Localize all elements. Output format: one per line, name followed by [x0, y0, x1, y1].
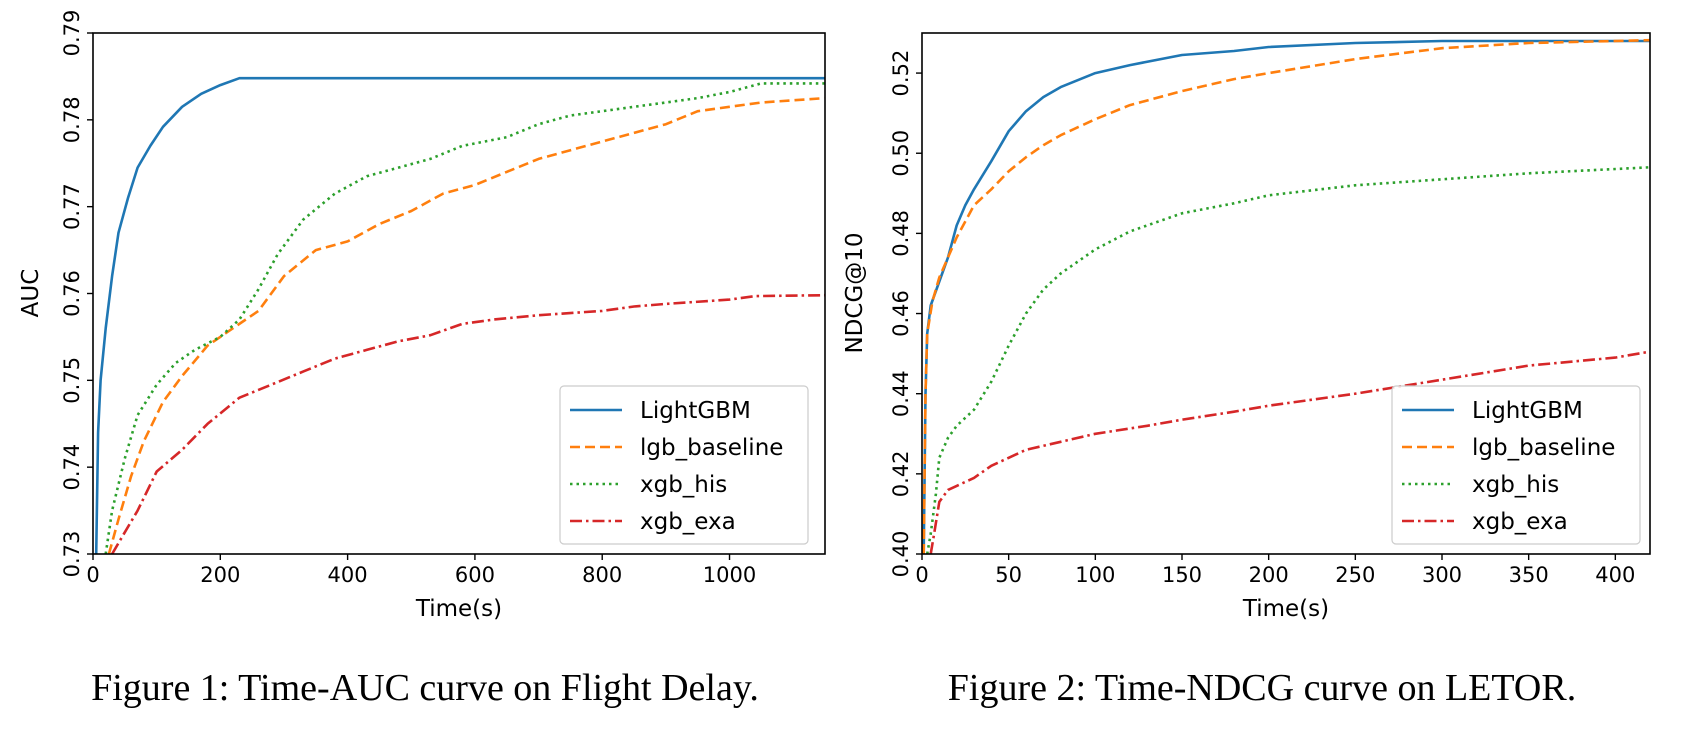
chart1-xlabel: Time(s) — [415, 596, 502, 622]
legend-box — [559, 385, 809, 545]
x-tick-label: 0 — [915, 563, 928, 587]
chart-time-ndcg: 0 50 100 150 200 250 300 350 400 0.40 0.42 0.44 0.46… — [842, 32, 1651, 622]
series-line-lgb-baseline — [922, 38, 1650, 554]
y-tick-label: 0.75 — [60, 357, 84, 404]
legend-label-xgb-his: xgb_his — [640, 472, 727, 498]
y-tick-label: 0.46 — [889, 290, 913, 337]
y-tick-label: 0.44 — [889, 370, 913, 417]
legend-label-lgb-baseline: lgb_baseline — [640, 435, 783, 461]
x-tick-label: 400 — [328, 563, 368, 587]
chart2-xlabel: Time(s) — [1242, 596, 1329, 622]
y-tick-label: 0.48 — [889, 210, 913, 257]
x-tick-label: 400 — [1595, 563, 1635, 587]
chart1-legend: LightGBM lgb_baseline xgb_his xgb_exa — [559, 385, 809, 545]
legend-box — [1391, 385, 1641, 545]
series-line-xgb-exa — [929, 350, 1650, 554]
chart1-plot-area — [94, 76, 825, 554]
x-tick-label: 600 — [455, 563, 495, 587]
x-tick-label: 150 — [1162, 563, 1202, 587]
chart1-ticks: 0 200 400 600 800 1000 0.73 0.74 0.75 0.76 0.77 0.7… — [60, 10, 756, 587]
y-tick-label: 0.74 — [60, 444, 84, 491]
x-tick-label: 350 — [1509, 563, 1549, 587]
y-tick-label: 0.73 — [60, 531, 84, 578]
x-tick-label: 200 — [200, 563, 240, 587]
chart-time-auc: 0 200 400 600 800 1000 0.73 0.74 0.75 0.76 0.77 0.7… — [18, 10, 826, 622]
series-line-lgb-baseline — [107, 96, 825, 554]
chart1-ylabel: AUC — [18, 269, 44, 318]
chart2-legend: LightGBM lgb_baseline xgb_his xgb_exa — [1391, 385, 1641, 545]
y-tick-label: 0.76 — [60, 270, 84, 317]
chart2-plot-area — [922, 38, 1650, 554]
x-tick-label: 50 — [995, 563, 1022, 587]
legend-label-lgb-baseline: lgb_baseline — [1472, 435, 1615, 461]
chart2-ylabel: NDCG@10 — [842, 232, 868, 353]
series-line-xgb-his — [925, 166, 1650, 554]
legend-label-xgb-his: xgb_his — [1472, 472, 1559, 498]
y-tick-label: 0.78 — [60, 96, 84, 143]
chart2-axes-frame — [921, 32, 1651, 555]
figure2-caption: Figure 2: Time-NDCG curve on LETOR. — [948, 667, 1576, 709]
legend-label-xgb-exa: xgb_exa — [1472, 509, 1568, 535]
series-line-LightGBM — [94, 76, 825, 554]
legend-label-LightGBM: LightGBM — [1472, 398, 1583, 424]
x-tick-label: 1000 — [703, 563, 756, 587]
x-tick-label: 300 — [1422, 563, 1462, 587]
y-tick-label: 0.40 — [889, 531, 913, 578]
y-tick-label: 0.77 — [60, 183, 84, 230]
x-tick-label: 200 — [1249, 563, 1289, 587]
y-tick-label: 0.79 — [60, 10, 84, 57]
y-tick-label: 0.52 — [889, 50, 913, 97]
chart2-ticks: 0 50 100 150 200 250 300 350 400 0.40 0.42 0.44 0.46… — [889, 50, 1635, 587]
legend-label-xgb-exa: xgb_exa — [640, 509, 736, 535]
x-tick-label: 800 — [582, 563, 622, 587]
x-tick-label: 0 — [86, 563, 99, 587]
x-tick-label: 250 — [1335, 563, 1375, 587]
figure1-caption: Figure 1: Time-AUC curve on Flight Delay… — [91, 667, 759, 709]
series-line-xgb-his — [104, 82, 825, 554]
x-tick-label: 100 — [1075, 563, 1115, 587]
y-tick-label: 0.50 — [889, 130, 913, 177]
legend-label-LightGBM: LightGBM — [640, 398, 751, 424]
y-tick-label: 0.42 — [889, 450, 913, 497]
